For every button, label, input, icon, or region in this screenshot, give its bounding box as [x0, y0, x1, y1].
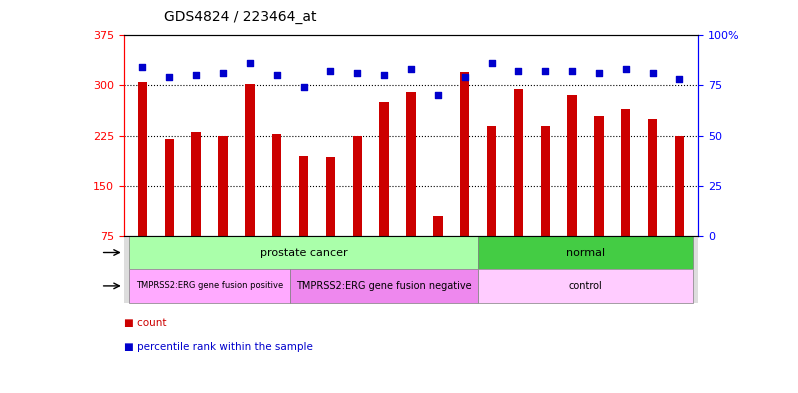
Bar [192, 132, 201, 236]
Bar [460, 72, 469, 236]
Bar [138, 82, 147, 236]
Bar [245, 84, 255, 236]
Text: normal: normal [566, 248, 605, 257]
Bar [567, 95, 577, 236]
Bar [353, 136, 362, 236]
Bar [379, 102, 389, 236]
Point [539, 68, 551, 75]
Point [512, 68, 525, 75]
Bar [595, 116, 603, 236]
Bar [648, 119, 658, 236]
Point [432, 92, 444, 99]
Bar [540, 125, 550, 236]
Point [297, 84, 310, 91]
Point [216, 70, 229, 77]
Bar [675, 136, 684, 236]
Point [271, 72, 283, 79]
Text: ■ count: ■ count [124, 318, 166, 328]
Point [485, 60, 498, 66]
Bar [219, 136, 227, 236]
Bar [406, 92, 416, 236]
Bar [433, 216, 443, 236]
Bar [487, 125, 496, 236]
Bar [272, 134, 282, 236]
Bar [514, 89, 523, 236]
Point [593, 70, 606, 77]
Point [458, 74, 471, 81]
Bar [299, 156, 308, 236]
Text: TMPRSS2:ERG gene fusion positive: TMPRSS2:ERG gene fusion positive [136, 281, 283, 290]
Bar [478, 269, 693, 303]
Point [163, 74, 176, 81]
Point [351, 70, 364, 77]
Point [405, 66, 417, 73]
Text: prostate cancer: prostate cancer [260, 248, 347, 257]
Bar [129, 236, 478, 269]
Bar [290, 269, 478, 303]
Bar [621, 109, 630, 236]
Text: GDS4824 / 223464_at: GDS4824 / 223464_at [164, 9, 316, 24]
Point [136, 64, 149, 71]
Text: TMPRSS2:ERG gene fusion negative: TMPRSS2:ERG gene fusion negative [296, 281, 472, 291]
Point [566, 68, 579, 75]
Point [243, 60, 256, 66]
Point [646, 70, 659, 77]
Bar [164, 139, 174, 236]
Text: ■ percentile rank within the sample: ■ percentile rank within the sample [124, 342, 313, 352]
Bar [129, 269, 290, 303]
Point [673, 76, 685, 83]
Bar [478, 236, 693, 269]
Point [377, 72, 390, 79]
Point [190, 72, 203, 79]
Point [619, 66, 632, 73]
Point [324, 68, 337, 75]
Bar [326, 157, 335, 236]
Text: control: control [569, 281, 602, 291]
